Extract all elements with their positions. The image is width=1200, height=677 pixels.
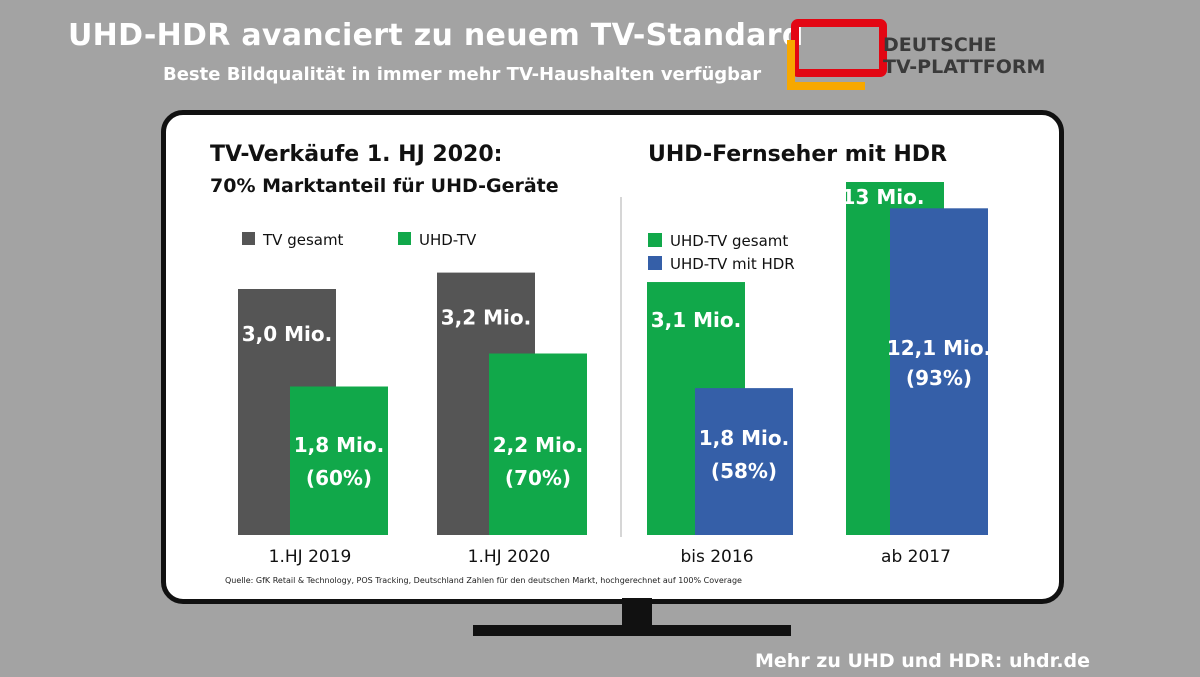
chart2-label-uhd-gesamt-2: 13 Mio. [842, 185, 925, 209]
page-subtitle: Beste Bildqualität in immer mehr TV-Haus… [163, 64, 762, 85]
chart1-category-2: 1.HJ 2020 [468, 547, 551, 567]
logo-frame-yellow [787, 40, 865, 90]
chart2-label-uhd-gesamt-1: 3,1 Mio. [651, 308, 742, 332]
chart1-bar-uhd-2 [489, 353, 587, 535]
deutsche-tv-plattform-logo [787, 19, 887, 90]
chart2-title: UHD-Fernseher mit HDR [648, 142, 947, 167]
footer-link[interactable]: Mehr zu UHD und HDR: uhdr.de [755, 650, 1091, 672]
chart1-label-tv-gesamt-1: 3,0 Mio. [242, 322, 333, 346]
chart1-title: TV-Verkäufe 1. HJ 2020: [210, 142, 502, 167]
chart2-label-hdr-2: 12,1 Mio. (93%) [887, 336, 991, 390]
chart2-bar-hdr-2 [890, 208, 988, 536]
chart2-category-1: bis 2016 [680, 547, 753, 567]
chart2-legend-swatch-1 [648, 233, 662, 247]
chart2-category-2: ab 2017 [881, 547, 951, 567]
chart1-label-uhd-2: 2,2 Mio. (70%) [493, 433, 584, 490]
tv-stand-neck [622, 598, 652, 626]
source-note: Quelle: GfK Retail & Technology, POS Tra… [225, 576, 742, 585]
logo-line1: DEUTSCHE [883, 34, 997, 56]
chart1-legend-label-1: TV gesamt [262, 231, 344, 249]
chart1-legend-swatch-2 [398, 232, 411, 245]
chart1-legend-swatch-1 [242, 232, 255, 245]
chart1-legend-label-2: UHD-TV [419, 231, 477, 249]
page-title: UHD-HDR avanciert zu neuem TV-Standard [68, 18, 804, 53]
logo-line2: TV-PLATTFORM [883, 56, 1046, 78]
chart1-label-tv-gesamt-2: 3,2 Mio. [441, 306, 532, 330]
chart1-label-uhd-1: 1,8 Mio. (60%) [294, 433, 385, 490]
chart2-bar-hdr-1 [695, 388, 793, 535]
chart2-legend-label-2: UHD-TV mit HDR [670, 255, 795, 273]
tv-stand-base [473, 625, 791, 636]
chart1-subtitle: 70% Marktanteil für UHD-Geräte [210, 175, 559, 197]
chart2-label-hdr-1: 1,8 Mio. (58%) [699, 426, 790, 483]
logo-text: DEUTSCHE TV-PLATTFORM [883, 34, 1045, 78]
chart1-bar-uhd-1 [290, 386, 388, 535]
chart2-legend-label-1: UHD-TV gesamt [670, 232, 788, 250]
chart2-legend-swatch-2 [648, 256, 662, 270]
chart1-category-1: 1.HJ 2019 [269, 547, 352, 567]
